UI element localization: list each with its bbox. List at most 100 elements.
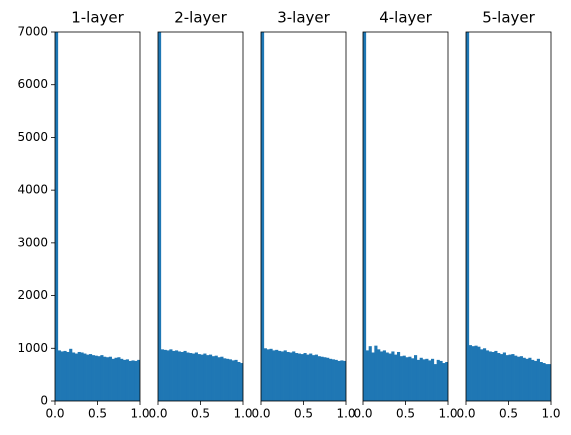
bar (536, 358, 540, 401)
bar (100, 355, 104, 401)
bar (192, 353, 196, 401)
bar (180, 351, 184, 401)
bar (323, 357, 327, 401)
x-tick-label: 1.0 (130, 407, 149, 421)
bar (303, 353, 307, 401)
bar (77, 351, 81, 401)
bar (477, 346, 481, 401)
bar (117, 357, 121, 401)
bar (508, 354, 512, 401)
x-tick-label: 0.0 (251, 407, 270, 421)
bar (488, 351, 492, 401)
bar (97, 356, 101, 401)
bar (468, 345, 472, 401)
bar (500, 354, 504, 401)
x-tick-label: 0.5 (294, 407, 313, 421)
plot-area (158, 32, 243, 401)
bar (158, 32, 162, 401)
bar (466, 32, 470, 401)
bar (517, 356, 521, 401)
bar (137, 359, 140, 401)
bar (380, 351, 384, 401)
bar (377, 349, 381, 401)
bar (402, 355, 406, 401)
bar (63, 350, 67, 401)
y-tick-label: 6000 (17, 77, 48, 91)
bar (286, 351, 290, 401)
bar (485, 350, 489, 401)
bar (203, 353, 207, 401)
bar (497, 353, 501, 401)
bar (223, 358, 227, 401)
bar (275, 349, 279, 401)
plot-area (466, 32, 551, 401)
subplot-title: 2-layer (174, 9, 227, 27)
bar (428, 360, 432, 401)
x-tick-label: 1.0 (541, 407, 560, 421)
bar (295, 353, 299, 401)
plot-area (261, 32, 346, 401)
axes-frame (157, 31, 244, 402)
bar (436, 359, 440, 401)
x-tick-label: 0.5 (396, 407, 415, 421)
bar (394, 354, 398, 401)
bar (340, 360, 344, 401)
bar (160, 349, 164, 401)
bar (442, 363, 446, 401)
subplot-title: 4-layer (379, 9, 432, 27)
bar (209, 354, 213, 401)
bar (334, 359, 338, 401)
bar (534, 360, 538, 401)
bar (197, 354, 201, 401)
bar (60, 351, 64, 401)
bar (385, 352, 389, 401)
bar (525, 358, 529, 401)
bar (363, 32, 367, 401)
bar (278, 350, 282, 401)
bar (445, 361, 448, 401)
bar (72, 352, 76, 401)
bar (163, 349, 167, 401)
bar (66, 351, 70, 401)
bar (399, 356, 403, 401)
bar (86, 354, 90, 401)
axes-frame (260, 31, 347, 402)
bar (297, 353, 301, 401)
bar (317, 356, 321, 401)
bar (200, 354, 204, 401)
x-tick-label: 0.0 (353, 407, 372, 421)
bar (111, 358, 115, 401)
bar (326, 357, 330, 401)
bar (103, 356, 107, 401)
bar (240, 363, 243, 401)
bar (283, 350, 287, 401)
axes-frame (465, 31, 552, 402)
x-tick-label: 0.0 (45, 407, 64, 421)
bar (228, 359, 232, 401)
bar (106, 357, 110, 401)
bar (414, 355, 418, 401)
bar (514, 355, 518, 401)
bar (80, 352, 84, 401)
bar (474, 345, 478, 401)
bar (368, 346, 372, 401)
bar (108, 356, 112, 401)
bar (502, 352, 506, 401)
bar (94, 355, 98, 401)
bar (483, 348, 487, 401)
bar (309, 353, 313, 401)
bar (343, 360, 346, 401)
bar (548, 364, 551, 401)
bar (89, 354, 93, 401)
subplot-title: 5-layer (482, 9, 535, 27)
bar (371, 352, 375, 401)
bar (194, 352, 198, 401)
bar (416, 359, 420, 401)
axes-frame (54, 31, 141, 402)
bar (289, 352, 293, 401)
bar (542, 363, 546, 401)
bar (314, 354, 318, 401)
x-tick-label: 0.0 (456, 407, 475, 421)
bar (405, 357, 409, 401)
